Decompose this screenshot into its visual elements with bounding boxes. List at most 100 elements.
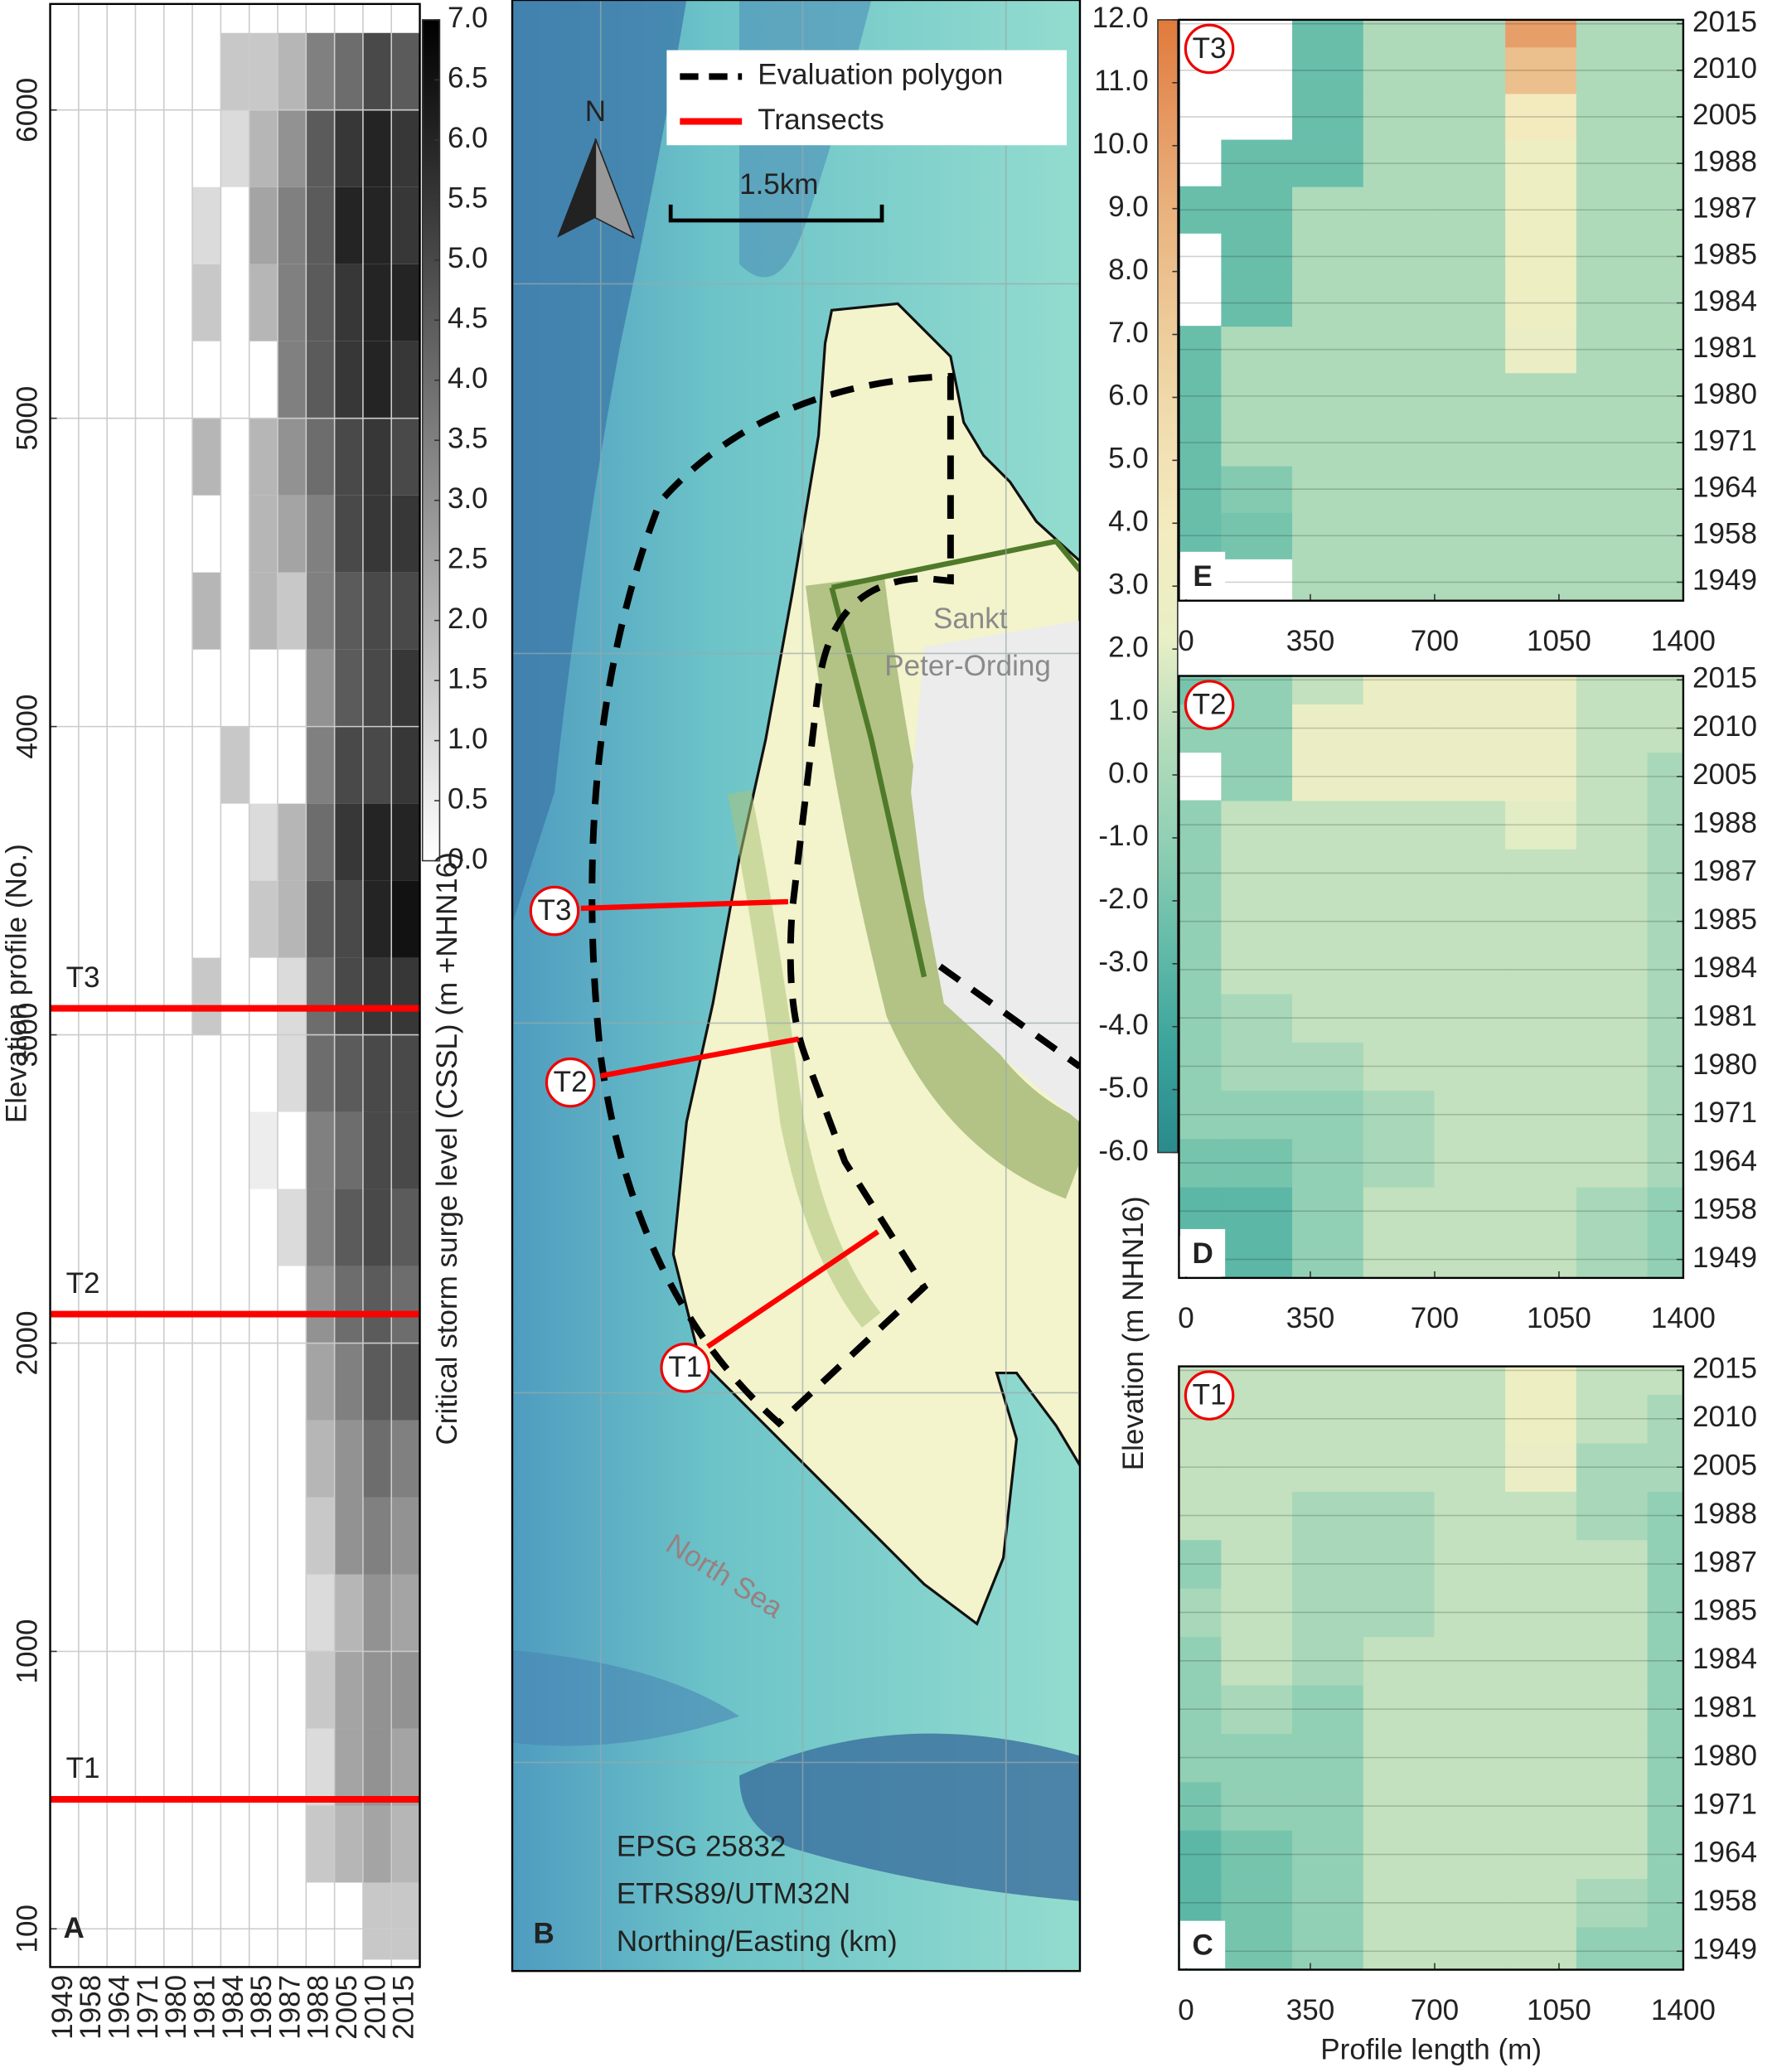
contour-cell [1292,93,1364,141]
x-tick-label: 1985 [245,1975,278,2040]
contour-cell [1505,1539,1577,1589]
contour-cell [1576,1138,1649,1188]
transect-label: T3 [66,961,100,994]
heatmap-cell [249,572,278,650]
x-tick-label: 350 [1286,625,1334,657]
y-tick-label: 2005 [1692,99,1757,131]
y-tick-label: 1971 [1692,424,1757,457]
contour-cell [1505,232,1577,280]
heatmap-cell [391,1188,421,1266]
x-tick-label: 1050 [1527,1302,1591,1334]
x-tick-label: 350 [1286,1994,1334,2026]
contour-cell [1221,1442,1294,1492]
x-tick-label: 700 [1411,1994,1459,2026]
heatmap-cell [391,109,421,187]
contour-cell [1292,703,1364,753]
x-tick-label: 1958 [75,1975,107,2040]
y-tick-label: 1964 [1692,471,1757,503]
contour-cell [1505,186,1577,234]
x-tick-label: 1984 [217,1975,249,2040]
contour-cell [1647,1366,1683,1396]
heatmap-cell [306,649,336,727]
y-tick-label: 1980 [1692,1048,1757,1081]
contour-cell [1434,46,1507,94]
y-tick-label: 1981 [1692,1691,1757,1723]
contour-cell [1434,1442,1507,1492]
heatmap-cell [362,264,392,341]
contour-cell [1363,1587,1436,1638]
heatmap-cell [306,495,336,573]
x-tick-label: 1971 [132,1975,164,2040]
contour-cell [1434,1186,1507,1236]
contour-fill [1179,675,1683,1278]
contour-cell [1363,1636,1436,1686]
heatmap-cell [334,726,364,804]
contour-cell [1434,1234,1507,1278]
contour-cell [1292,372,1364,420]
contour-cell [1505,1926,1577,1970]
heatmap-cell [334,803,364,881]
x-tick-label: 1987 [274,1975,306,2040]
contour-cell [1576,232,1649,280]
contour-cell [1179,897,1223,946]
heatmap-cell [362,109,392,187]
contour-cell [1505,1732,1577,1783]
transect-label: T2 [554,1066,588,1098]
contour-cell [1434,139,1507,187]
heatmap-cell [362,186,392,264]
heatmap-cell [362,1728,392,1806]
contour-cell [1434,465,1507,513]
heatmap-cell [192,418,221,496]
contour-cell [1292,232,1364,280]
colorbar-tick-label: 7.0 [1108,317,1149,349]
y-tick-label: 1958 [1692,1885,1757,1917]
heatmap-cell [277,880,307,958]
contour-cell [1505,848,1577,898]
colorbar-tick-label: 6.5 [448,62,488,94]
heatmap-cell [277,341,307,419]
contour-cell [1179,186,1223,234]
contour-cell [1434,372,1507,420]
contour-cell [1179,1539,1223,1589]
colorbar-tick-label: 4.5 [448,303,488,335]
transect-badge [660,1342,710,1393]
contour-cell [1434,511,1507,559]
x-tick-label: 2005 [331,1975,363,2040]
contour-cell [1576,1587,1649,1638]
heatmap-cell [306,32,336,110]
transect-label: T1 [66,1752,100,1784]
contour-cell [1363,232,1436,280]
heatmap-cell [249,1111,278,1189]
contour-cell [1505,19,1577,48]
y-tick-label: 1987 [1692,855,1757,888]
contour-cell [1363,279,1436,327]
colorbar-tick-label: 2.0 [1108,631,1149,663]
y-tick-label: 1000 [11,1619,43,1684]
contour-cell [1363,46,1436,94]
contour-cell [1576,511,1649,559]
contour-cell [1647,800,1683,850]
map [512,0,1080,1972]
heatmap-cell [277,803,307,881]
x-tick-label: 1981 [188,1975,220,2040]
contour-cell [1292,1442,1364,1492]
contour-cell [1179,1878,1223,1928]
contour-cell [1576,93,1649,141]
contour-cell [1179,1684,1223,1734]
contour-cell [1292,511,1364,559]
heatmap-cell [334,418,364,496]
y-tick-label: 2015 [1692,1353,1757,1385]
y-tick-label: 1985 [1692,903,1757,936]
y-tick-label: 2015 [1692,662,1757,695]
contour-cell [1221,1684,1294,1734]
heatmap-cell [277,1034,307,1112]
contour-cell [1221,511,1294,559]
contour-cell [1434,558,1507,601]
contour-cell [1505,945,1577,995]
x-tick-label: 1980 [160,1975,192,2040]
heatmap-cell [220,109,250,187]
colorbar-tick-label: -3.0 [1098,946,1148,978]
heatmap-cell [391,1574,421,1652]
heatmap-cell [334,572,364,650]
contour-cell [1221,752,1294,801]
